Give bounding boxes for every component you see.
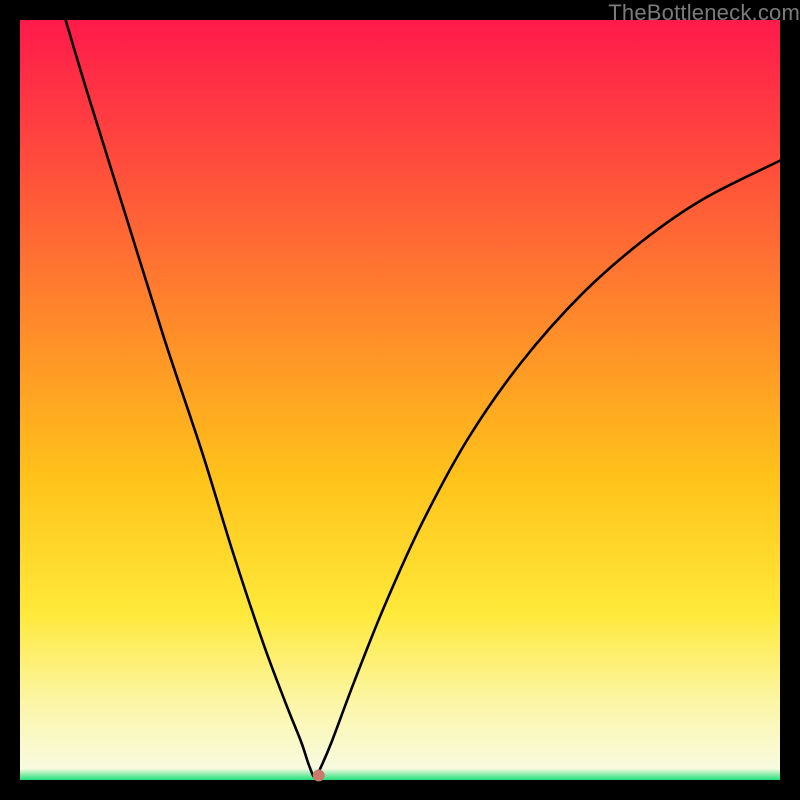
attribution-text: TheBottleneck.com (608, 0, 800, 26)
bottleneck-curve (66, 20, 780, 778)
plot-area (20, 20, 780, 780)
plot-svg (20, 20, 780, 780)
optimum-marker (313, 769, 325, 781)
